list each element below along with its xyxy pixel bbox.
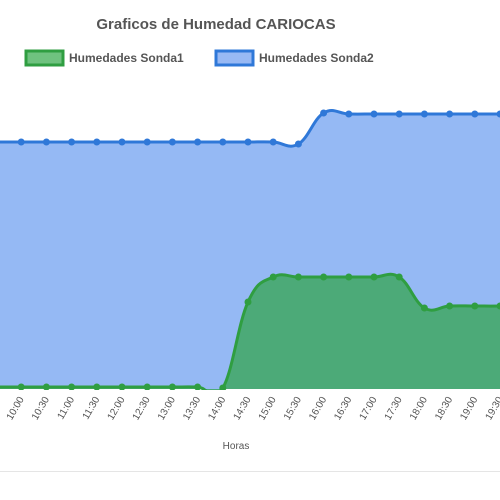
data-point-humedades-sonda2[interactable] (68, 138, 76, 146)
x-tick-label: 11:30 (81, 395, 103, 422)
x-tick-label: 11:00 (56, 395, 78, 422)
x-axis-label: Horas (223, 441, 250, 452)
data-point-humedades-sonda1[interactable] (420, 304, 428, 312)
data-point-humedades-sonda2[interactable] (496, 110, 500, 118)
x-tick-label: 17:30 (383, 395, 405, 423)
data-point-humedades-sonda2[interactable] (471, 110, 479, 118)
data-point-humedades-sonda2[interactable] (194, 138, 202, 146)
data-point-humedades-sonda2[interactable] (420, 110, 428, 118)
data-point-humedades-sonda2[interactable] (17, 138, 25, 146)
x-tick-label: 13:30 (181, 395, 203, 423)
data-point-humedades-sonda1[interactable] (395, 273, 403, 281)
data-point-humedades-sonda2[interactable] (446, 110, 454, 118)
data-point-humedades-sonda1[interactable] (143, 383, 151, 391)
x-tick-label: 15:30 (282, 395, 304, 423)
data-point-humedades-sonda2[interactable] (168, 138, 176, 146)
data-point-humedades-sonda2[interactable] (93, 138, 101, 146)
data-point-humedades-sonda1[interactable] (320, 273, 328, 281)
plot-area (0, 109, 500, 392)
data-point-humedades-sonda2[interactable] (320, 109, 328, 117)
data-point-humedades-sonda2[interactable] (42, 138, 50, 146)
x-axis-ticks: 10:00 10:30 11:00 11:30 12:00 12:30 13:00 13:30… (5, 395, 500, 423)
data-point-humedades-sonda1[interactable] (244, 298, 252, 306)
data-point-humedades-sonda1[interactable] (194, 383, 202, 391)
x-tick-label: 10:30 (30, 395, 52, 423)
legend-item-sonda2[interactable]: Humedades Sonda2 (214, 49, 374, 67)
data-point-humedades-sonda1[interactable] (345, 273, 353, 281)
x-tick-label: 17:00 (358, 395, 380, 423)
series-line-humedades-sonda2 (0, 109, 500, 148)
data-point-humedades-sonda1[interactable] (269, 273, 277, 281)
x-tick-label: 14:30 (232, 395, 254, 423)
x-tick-label: 12:30 (131, 395, 153, 423)
legend-label-sonda2: Humedades Sonda2 (259, 51, 374, 65)
data-point-humedades-sonda2[interactable] (370, 110, 378, 118)
data-point-humedades-sonda1[interactable] (168, 383, 176, 391)
x-tick-label: 16:30 (332, 395, 354, 423)
series-area-humedades-sonda1 (0, 274, 500, 390)
data-point-humedades-sonda1[interactable] (471, 302, 479, 310)
data-point-humedades-sonda1[interactable] (294, 273, 302, 281)
data-point-humedades-sonda2[interactable] (143, 138, 151, 146)
data-point-humedades-sonda1[interactable] (370, 273, 378, 281)
data-point-humedades-sonda1[interactable] (17, 383, 25, 391)
legend-item-sonda1[interactable]: Humedades Sonda1 (24, 49, 184, 67)
data-point-humedades-sonda2[interactable] (269, 138, 277, 146)
x-tick-label: 12:00 (106, 395, 128, 423)
data-point-humedades-sonda1[interactable] (219, 384, 227, 392)
data-point-humedades-sonda2[interactable] (294, 140, 302, 148)
x-tick-label: 13:00 (156, 395, 178, 423)
data-point-humedades-sonda1[interactable] (93, 383, 101, 391)
data-point-humedades-sonda2[interactable] (395, 110, 403, 118)
x-tick-label: 19:00 (458, 395, 480, 423)
series-line-humedades-sonda1 (0, 272, 500, 390)
data-point-humedades-sonda2[interactable] (345, 110, 353, 118)
legend-label-sonda1: Humedades Sonda1 (69, 51, 184, 65)
data-point-humedades-sonda2[interactable] (244, 138, 252, 146)
x-tick-label: 18:00 (408, 395, 430, 423)
x-tick-label: 14:00 (206, 395, 228, 423)
legend: Humedades Sonda1 Humedades Sonda2 (24, 49, 374, 67)
legend-swatch-sonda2 (214, 49, 255, 67)
data-point-humedades-sonda2[interactable] (219, 138, 227, 146)
data-point-humedades-sonda1[interactable] (446, 302, 454, 310)
x-tick-label: 19:30 (484, 395, 500, 423)
data-point-humedades-sonda1[interactable] (118, 383, 126, 391)
data-point-humedades-sonda1[interactable] (496, 302, 500, 310)
legend-swatch-sonda1 (24, 49, 65, 67)
data-point-humedades-sonda1[interactable] (68, 383, 76, 391)
x-tick-label: 15:00 (257, 395, 279, 423)
x-tick-label: 18:30 (433, 395, 455, 423)
x-tick-label: 16:00 (307, 395, 329, 423)
chart-title: Graficos de Humedad CARIOCAS (96, 16, 335, 33)
data-point-humedades-sonda2[interactable] (118, 138, 126, 146)
x-tick-label: 10:00 (5, 395, 27, 423)
data-point-humedades-sonda1[interactable] (42, 383, 50, 391)
